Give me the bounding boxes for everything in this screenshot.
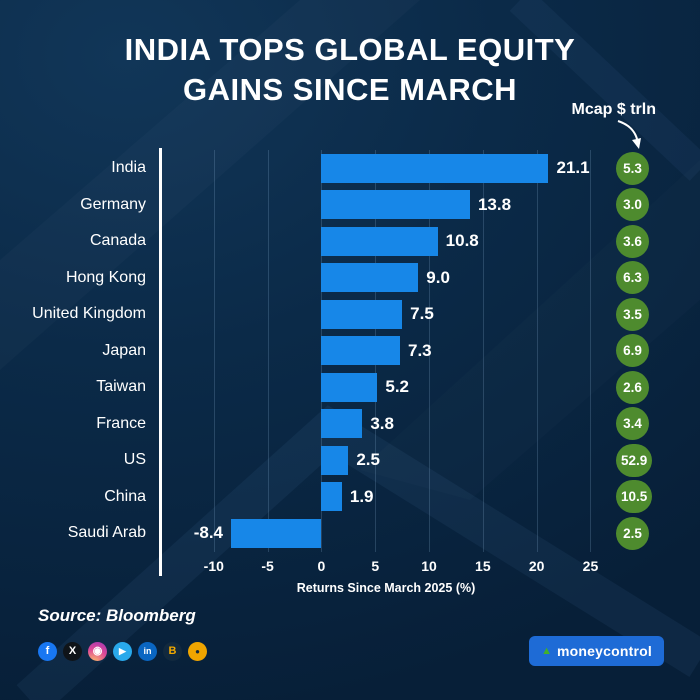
chart-title-line2: GAINS SINCE MARCH	[182, 71, 517, 107]
value-label: 13.8	[477, 194, 512, 214]
x-icon[interactable]: X	[63, 642, 82, 661]
value-label: 7.5	[410, 304, 434, 324]
value-bar	[321, 482, 342, 511]
telegram-icon[interactable]: ▶	[113, 642, 132, 661]
chart-row: Germany 13.8 3.0	[0, 187, 700, 224]
value-label: 7.3	[407, 340, 432, 360]
value-bar	[321, 263, 419, 292]
value-label: 1.9	[349, 486, 374, 506]
chart-row: Taiwan 5.2 2.6	[0, 369, 700, 406]
country-label: Germany	[80, 195, 146, 213]
gridline	[536, 150, 538, 552]
chart-rows: India 21.1 5.3 Germany 13.8 3.0 Canada 10.8 3.6 H…	[0, 150, 700, 552]
chart-row: Saudi Arab -8.4 2.5	[0, 515, 700, 552]
chart-row: India 21.1 5.3	[0, 150, 700, 187]
mcap-badge: 3.5	[616, 297, 649, 331]
mcap-axis-label: Mcap $ trln	[571, 101, 656, 118]
mcap-badge: 10.5	[616, 480, 653, 514]
mcap-badge: 52.9	[616, 443, 653, 477]
country-label: China	[104, 487, 146, 505]
source-attribution: Source: Bloomberg	[38, 606, 196, 625]
x-tick-label: -10	[203, 558, 224, 574]
chart-title-line1: INDIA TOPS GLOBAL EQUITY	[124, 32, 576, 67]
country-label: Hong Kong	[65, 268, 146, 286]
value-label: -8.4	[193, 523, 224, 543]
gridline	[482, 150, 484, 552]
country-label: Japan	[102, 341, 146, 359]
mcap-badge: 2.5	[616, 516, 649, 550]
value-bar	[321, 409, 363, 438]
x-tick-label: 20	[528, 558, 545, 574]
mcap-down-arrow-icon	[617, 120, 641, 149]
mcap-badge: 6.9	[616, 334, 649, 368]
country-label: France	[96, 414, 146, 432]
gridline	[429, 150, 431, 552]
chart-row: Japan 7.3 6.9	[0, 333, 700, 370]
x-tick-label: 10	[421, 558, 437, 574]
mcap-badge: 3.4	[616, 407, 649, 441]
value-bar	[321, 299, 403, 329]
social-icons-row: f X ◉ ▶ in B ●	[38, 642, 207, 661]
value-bar	[321, 226, 438, 256]
value-label: 21.1	[556, 158, 590, 178]
mcap-badge: 2.6	[616, 370, 649, 404]
logo-arrow-icon: ▲	[541, 644, 553, 657]
gridline	[267, 150, 269, 552]
x-tick-label: 5	[371, 558, 380, 574]
logo-text: moneycontrol	[557, 643, 652, 659]
chart-row: United Kingdom 7.5 3.5	[0, 296, 700, 333]
chart-row: China 1.9 10.5	[0, 479, 700, 516]
country-label: US	[123, 451, 146, 469]
gridline	[213, 150, 215, 552]
x-tick-label: 0	[317, 558, 326, 574]
value-bar	[321, 153, 549, 183]
country-label: United Kingdom	[32, 305, 146, 323]
y-axis-line	[159, 148, 162, 576]
instagram-icon[interactable]: ◉	[88, 642, 107, 661]
value-label: 10.8	[445, 231, 479, 251]
mcap-badge: 3.6	[616, 224, 649, 258]
bar-chart: India 21.1 5.3 Germany 13.8 3.0 Canada 10.8 3.6 H…	[0, 148, 700, 595]
x-tick-label: -5	[261, 558, 274, 574]
value-bar	[321, 372, 378, 402]
bitcoin-icon[interactable]: B	[163, 642, 182, 661]
mcap-badge: 3.0	[616, 188, 649, 222]
x-axis-ticks: -10 -5 0 5 10 15 20 25	[160, 554, 612, 576]
value-label: 2.5	[356, 450, 380, 470]
chart-row: Canada 10.8 3.6	[0, 223, 700, 260]
mcap-badge: 6.3	[616, 261, 649, 295]
mcap-badge: 5.3	[616, 151, 649, 185]
x-tick-label: 25	[582, 558, 599, 574]
value-bar	[321, 190, 470, 219]
country-label: Saudi Arab	[67, 524, 146, 542]
value-label: 5.2	[385, 377, 410, 397]
x-axis-title: Returns Since March 2025 (%)	[296, 581, 476, 595]
country-label: Taiwan	[96, 378, 146, 396]
moneycontrol-logo[interactable]: ▲ moneycontrol	[529, 636, 664, 666]
chart-row: Hong Kong 9.0 6.3	[0, 260, 700, 297]
value-bar	[321, 445, 349, 475]
facebook-icon[interactable]: f	[38, 642, 57, 661]
x-tick-label: 15	[475, 558, 491, 574]
linkedin-icon[interactable]: in	[138, 642, 157, 661]
value-label: 3.8	[370, 413, 394, 433]
value-label: 9.0	[426, 267, 450, 287]
country-label: India	[111, 159, 146, 177]
chart-title: INDIA TOPS GLOBAL EQUITY GAINS SINCE MAR…	[0, 30, 700, 109]
country-label: Canada	[89, 232, 146, 250]
chart-row: France 3.8 3.4	[0, 406, 700, 443]
gridline	[590, 150, 592, 552]
value-bar	[321, 336, 400, 365]
chart-row: US 2.5 52.9	[0, 442, 700, 479]
coin-icon[interactable]: ●	[188, 642, 207, 661]
value-bar	[231, 518, 322, 548]
